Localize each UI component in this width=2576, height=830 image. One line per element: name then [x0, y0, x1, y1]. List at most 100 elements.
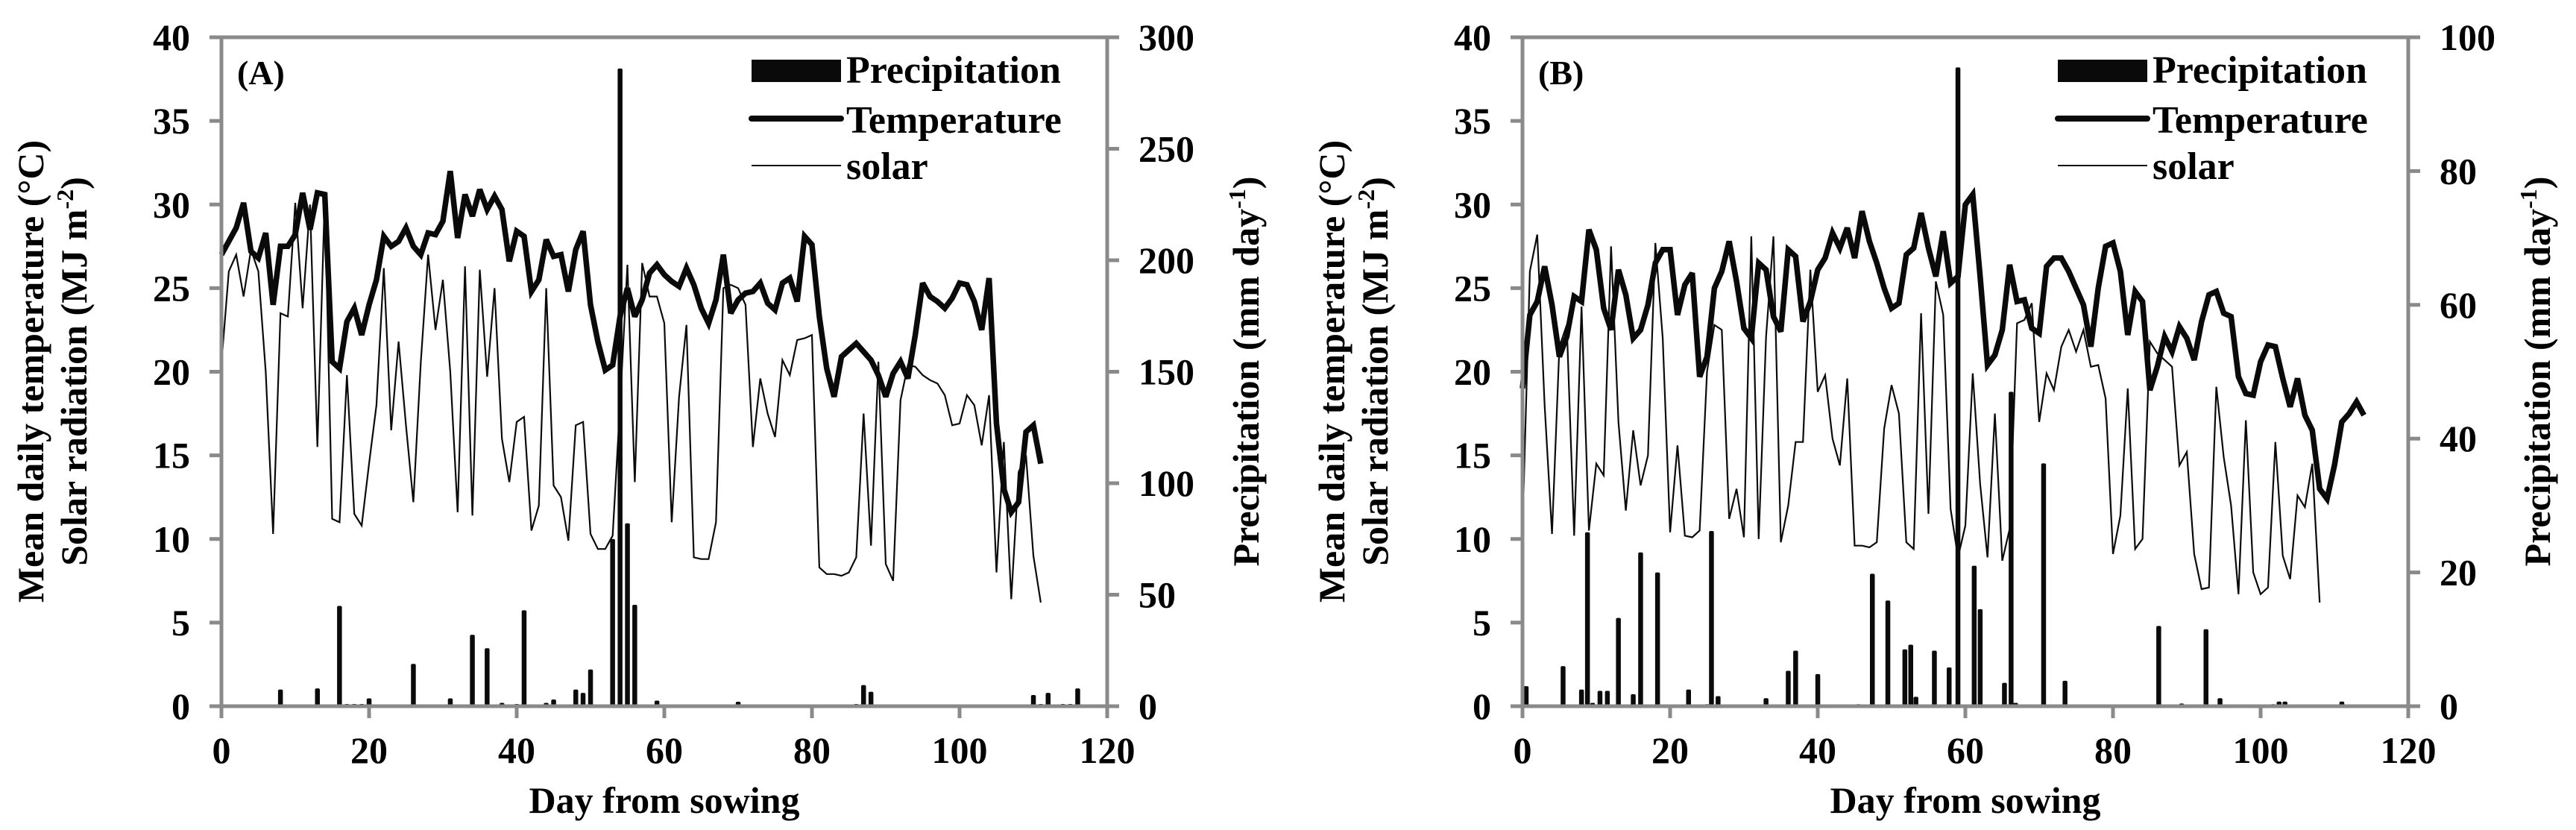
x-tick-label: 120	[1080, 729, 1136, 771]
y-right-tick-label: 100	[2440, 16, 2495, 58]
panel-b-ylabel-solar: Solar radiation (MJ m-2)	[1352, 177, 1396, 566]
x-tick-label: 60	[646, 729, 683, 771]
precipitation-bar	[1045, 693, 1051, 706]
panel-b-axes: 0 20 40 60 80 100 1200510152025303540020406080…	[1454, 16, 2495, 771]
precipitation-bar	[1971, 565, 1977, 706]
precipitation-bar	[1716, 696, 1721, 706]
precipitation-bar	[1902, 649, 1908, 706]
precipitation-bar	[1075, 688, 1080, 706]
precipitation-bar	[277, 689, 283, 706]
y-left-tick-label: 0	[1473, 685, 1491, 727]
y-right-tick-label: 40	[2440, 418, 2477, 459]
x-tick-label: 40	[498, 729, 535, 771]
y-right-tick-label: 80	[2440, 150, 2477, 192]
precipitation-bar	[1885, 600, 1891, 706]
y-right-tick-label: 300	[1139, 16, 1194, 58]
legend-solar-label: solar	[2153, 145, 2235, 188]
panel-a-x-axis-title: Day from sowing	[529, 779, 800, 821]
y-left-tick-label: 5	[171, 602, 190, 644]
y-left-tick-label: 25	[153, 267, 190, 309]
y-right-tick-label: 250	[1139, 128, 1194, 170]
panel-a-ylabel-precipitation: Precipitation (mm day-1)	[1224, 177, 1267, 567]
panel-a-label: (A)	[237, 54, 285, 92]
panel-b-label: (B)	[1538, 54, 1584, 92]
panel-b-series	[1520, 67, 2366, 706]
y-left-tick-label: 10	[1454, 518, 1491, 560]
y-left-tick-label: 5	[1473, 602, 1491, 644]
panel-b-ylabel-precipitation: Precipitation (mm day-1)	[2515, 177, 2558, 567]
x-tick-label: 80	[793, 729, 831, 771]
legend-temperature-label: Temperature	[846, 99, 1062, 142]
precipitation-bar	[2041, 463, 2047, 706]
y-left-tick-label: 30	[153, 183, 190, 225]
precipitation-bar	[447, 698, 453, 706]
precipitation-bar	[485, 648, 490, 706]
panel-b-x-axis-title: Day from sowing	[1830, 779, 2101, 821]
precipitation-bar	[1584, 532, 1590, 706]
precipitation-bar	[1786, 670, 1791, 706]
y-right-tick-label: 50	[1139, 574, 1176, 616]
panel-b-chart: 0 20 40 60 80 100 1200510152025303540020406080…	[1311, 16, 2558, 821]
precipitation-bar	[1638, 552, 1643, 706]
panel-a-ylabel-solar: Solar radiation (MJ m-2)	[51, 177, 95, 566]
precipitation-bar	[1955, 67, 1961, 706]
x-tick-label: 80	[2094, 729, 2132, 771]
x-tick-label: 100	[2233, 729, 2289, 771]
precipitation-bar	[1977, 609, 1983, 706]
precipitation-bar	[1870, 573, 1875, 706]
precipitation-bar	[1947, 667, 1952, 706]
panel-b-ylabel-temperature: Mean daily temperature (°C)	[1311, 140, 1352, 603]
y-left-tick-label: 15	[153, 435, 190, 477]
precipitation-bar	[1763, 698, 1769, 706]
precipitation-bar	[1908, 644, 1913, 706]
x-tick-label: 60	[1947, 729, 1984, 771]
precipitation-bar	[1709, 531, 1714, 706]
y-left-tick-label: 15	[1454, 435, 1491, 477]
precipitation-bar	[868, 691, 874, 706]
panel-a-ylabel-temperature: Mean daily temperature (°C)	[10, 140, 51, 603]
precipitation-bar	[2203, 629, 2208, 706]
precipitation-bar	[2002, 682, 2007, 706]
y-left-tick-label: 20	[1454, 351, 1491, 393]
precipitation-bar	[1815, 673, 1821, 706]
precipitation-bar	[366, 698, 372, 706]
y-right-tick-label: 150	[1139, 351, 1194, 393]
precipitation-bar	[610, 538, 615, 707]
precipitation-bar	[1793, 650, 1798, 706]
legend-precipitation-swatch	[2058, 60, 2147, 82]
precipitation-bar	[588, 669, 593, 706]
solar-radiation-line	[220, 195, 1042, 603]
precipitation-bar	[1030, 695, 1036, 706]
x-tick-label: 100	[932, 729, 988, 771]
y-left-tick-label: 20	[153, 351, 190, 393]
legend-temperature-label: Temperature	[2153, 99, 2368, 142]
precipitation-bar	[2217, 698, 2223, 706]
solar-radiation-line	[1521, 234, 2321, 603]
temperature-line	[218, 170, 1044, 519]
precipitation-bar	[1654, 572, 1660, 706]
precipitation-bar	[315, 688, 320, 706]
precipitation-bar	[411, 664, 416, 706]
y-right-tick-label: 20	[2440, 552, 2477, 594]
precipitation-bar	[617, 68, 623, 706]
x-tick-label: 120	[2381, 729, 2437, 771]
precipitation-bar	[632, 605, 637, 706]
temperature-line	[1520, 186, 2366, 506]
legend-precipitation-swatch	[752, 60, 841, 82]
precipitation-bar	[1932, 650, 1937, 706]
y-left-tick-label: 0	[171, 685, 190, 727]
precipitation-bar	[1616, 617, 1621, 706]
panel-a-legend: Precipitation Temperature solar	[749, 49, 1062, 188]
precipitation-bar	[2062, 680, 2068, 706]
precipitation-bar	[625, 523, 630, 706]
precipitation-bar	[1686, 689, 1691, 706]
precipitation-bar	[1578, 689, 1584, 706]
precipitation-bar	[1597, 691, 1603, 706]
y-right-tick-label: 0	[2440, 685, 2458, 727]
precipitation-bar	[1605, 691, 1610, 706]
y-left-tick-label: 30	[1454, 183, 1491, 225]
precipitation-bar	[580, 693, 586, 706]
legend-precipitation-label: Precipitation	[846, 49, 1061, 92]
panel-a-y-axis-title-left: Mean daily temperature (°C) Solar radiat…	[10, 140, 95, 603]
